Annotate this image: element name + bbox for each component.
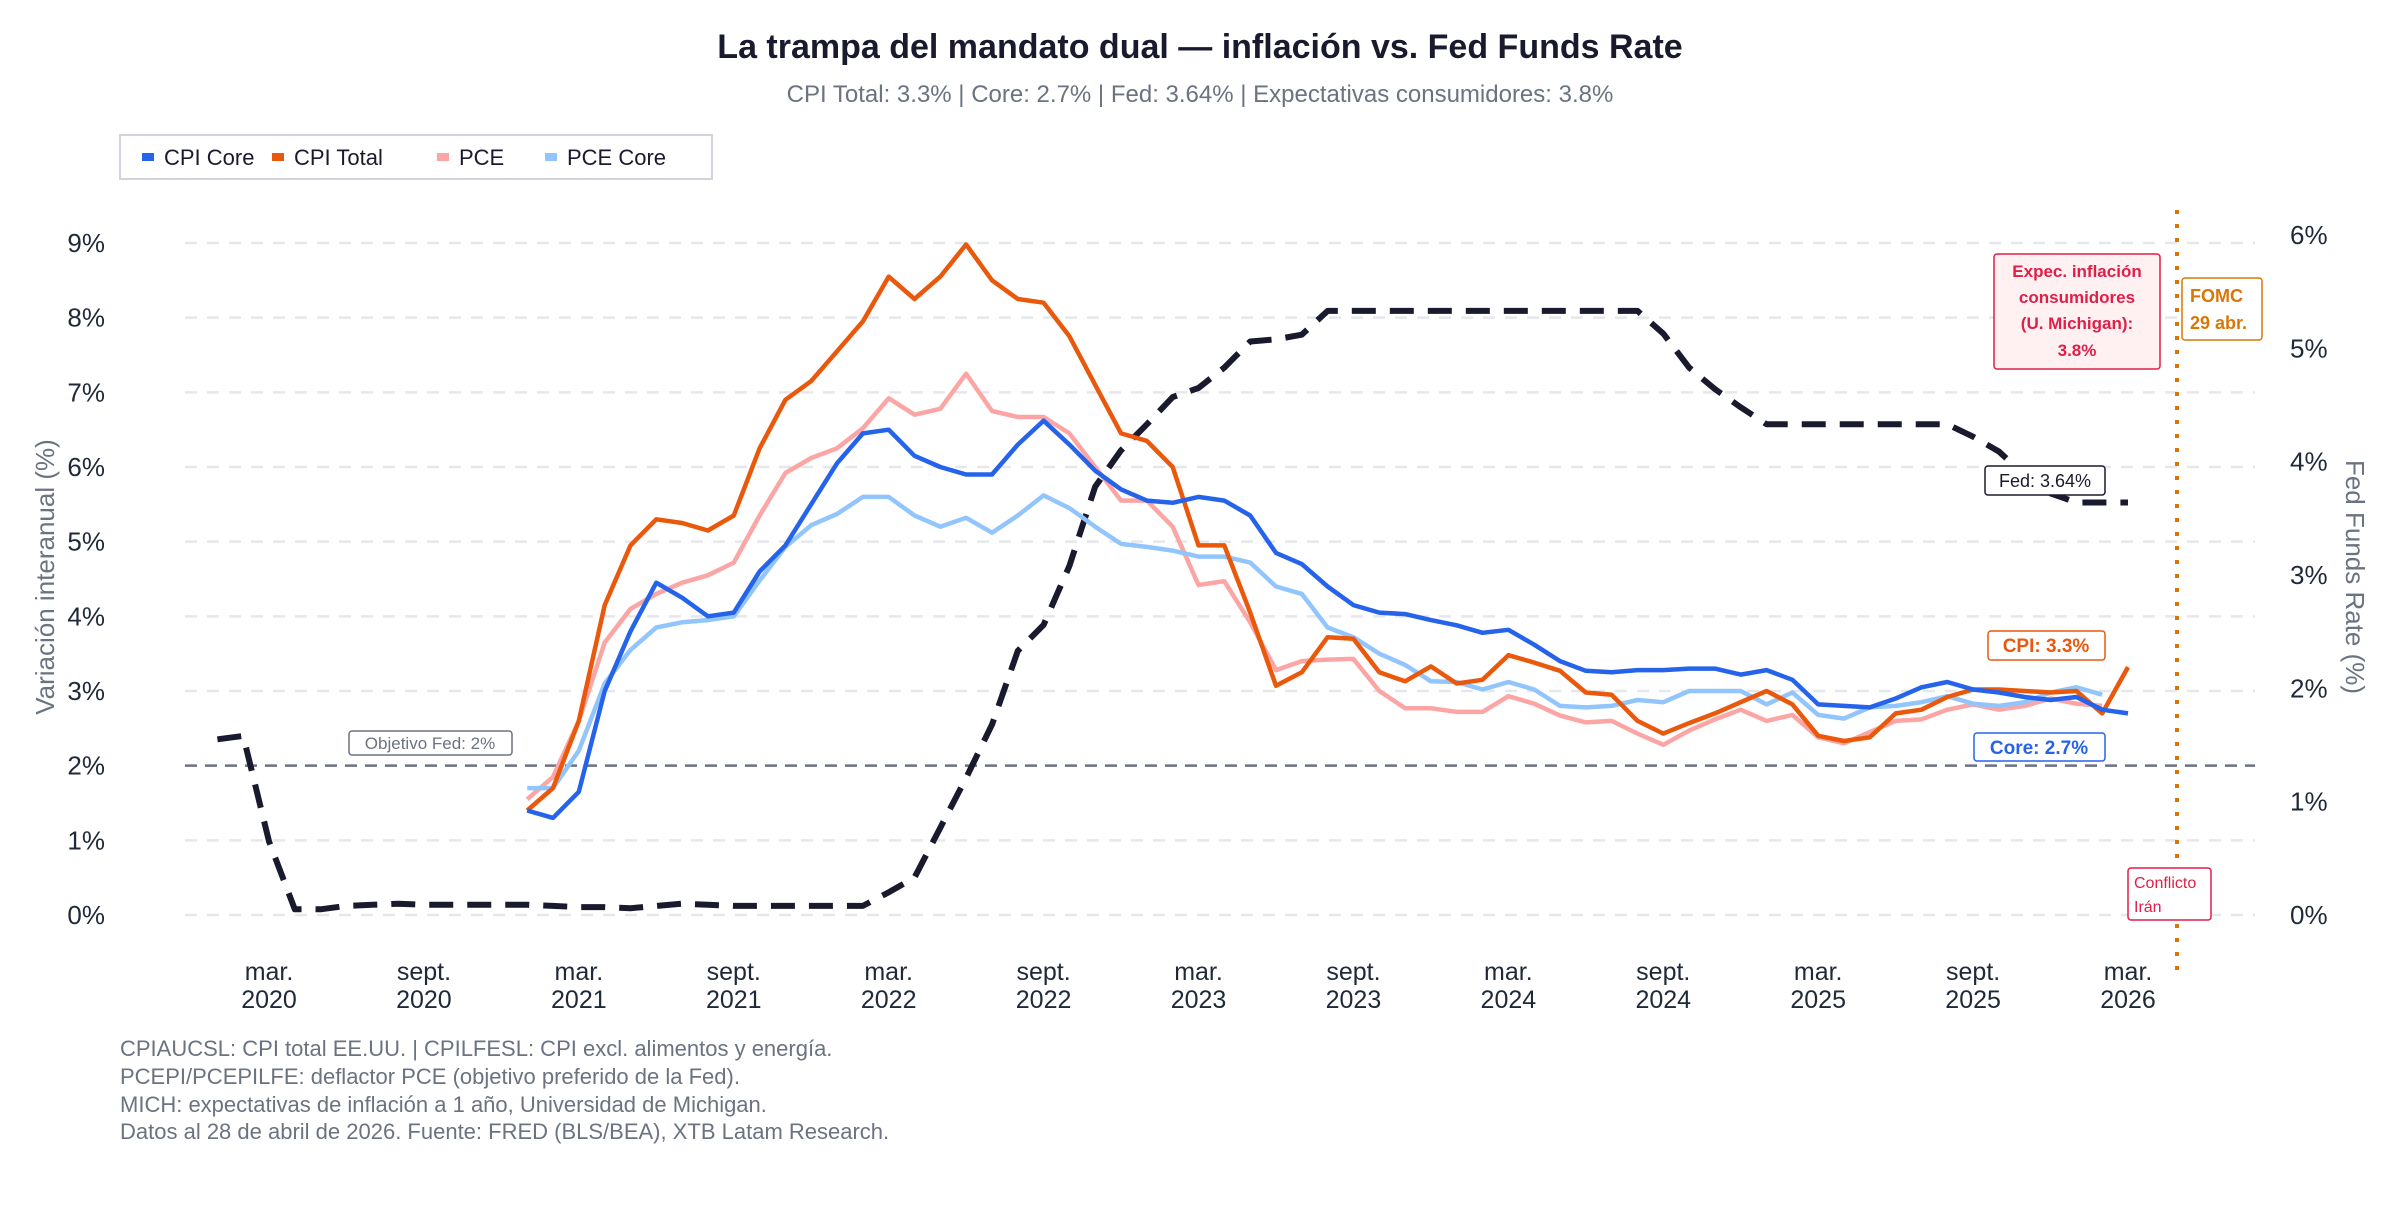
x-tick-label-year: 2025	[1945, 986, 2001, 1014]
x-tick-label-month: sept.	[397, 958, 451, 986]
legend-swatch	[142, 153, 154, 161]
expectations-annotation: Expec. inflación consumidores (U. Michig…	[1993, 253, 2161, 370]
y-tick-label-left: 9%	[67, 228, 105, 258]
x-tick-label-month: mar.	[1484, 958, 1533, 986]
expectations-line-2: consumidores	[2019, 288, 2135, 307]
fed-annotation: Fed: 3.64%	[1984, 465, 2106, 496]
x-tick-label-month: mar.	[555, 958, 604, 986]
footer-line-1: CPIAUCSL: CPI total EE.UU. | CPILFESL: C…	[120, 1036, 832, 1061]
x-tick-label-year: 2021	[551, 986, 607, 1014]
x-tick-label-year: 2023	[1171, 986, 1227, 1014]
chart-subtitle: CPI Total: 3.3% | Core: 2.7% | Fed: 3.64…	[787, 81, 1614, 108]
expectations-line-4: 3.8%	[2058, 341, 2097, 360]
cpi-annotation: CPI: 3.3%	[1987, 630, 2106, 661]
x-tick-label-month: sept.	[1326, 958, 1380, 986]
x-tick-label-year: 2025	[1790, 986, 1846, 1014]
y-tick-label-left: 0%	[67, 900, 105, 930]
fed-target-label-text: Objetivo Fed: 2%	[365, 734, 495, 753]
core-annotation-text: Core: 2.7%	[1990, 738, 2088, 759]
y-tick-label-right: 4%	[2290, 447, 2328, 477]
series-line-cpi-total	[525, 242, 2130, 813]
y-tick-label-right: 2%	[2290, 673, 2328, 703]
cpi-annotation-text: CPI: 3.3%	[2003, 636, 2090, 657]
grid	[185, 241, 2255, 917]
legend: CPI Core CPI Total PCE PCE Core	[119, 134, 713, 180]
legend-label: PCE Core	[567, 145, 666, 170]
chart-title: La trampa del mandato dual — inflación v…	[717, 28, 1682, 66]
fomc-annotation: FOMC 29 abr.	[2181, 277, 2263, 341]
y-tick-label-right: 1%	[2290, 787, 2328, 817]
x-tick-label-year: 2024	[1481, 986, 1537, 1014]
footer-notes: CPIAUCSL: CPI total EE.UU. | CPILFESL: C…	[120, 1036, 889, 1144]
series-layer	[217, 242, 2130, 913]
fed-target-label: Objetivo Fed: 2%	[348, 730, 513, 756]
expectations-line-1: Expec. inflación	[2012, 262, 2141, 281]
legend-label: PCE	[459, 145, 504, 170]
legend-box	[119, 134, 713, 180]
y-tick-label-right: 6%	[2290, 220, 2328, 250]
y-axis-right: 0% 1% 2% 3% 4% 5% 6%	[2290, 220, 2328, 930]
y-tick-label-right: 5%	[2290, 333, 2328, 363]
y-axis-right-title: Fed Funds Rate (%)	[2340, 460, 2370, 694]
fed-annotation-text: Fed: 3.64%	[1999, 471, 2091, 491]
y-tick-label-left: 2%	[67, 751, 105, 781]
x-tick-label-month: sept.	[1946, 958, 2000, 986]
y-tick-label-left: 6%	[67, 452, 105, 482]
y-tick-label-right: 0%	[2290, 900, 2328, 930]
x-tick-label-year: 2020	[396, 986, 452, 1014]
x-tick-label-month: mar.	[2104, 958, 2153, 986]
series-line-fed-funds-rate	[217, 307, 2128, 913]
x-tick-label-year: 2022	[861, 986, 917, 1014]
fomc-line-1: FOMC	[2190, 286, 2243, 306]
x-tick-label-month: sept.	[707, 958, 761, 986]
x-tick-label-month: mar.	[1794, 958, 1843, 986]
x-tick-label-month: sept.	[1016, 958, 1070, 986]
conflict-annotation: Conflicto Irán	[2127, 867, 2212, 921]
conflict-line-1: Conflicto	[2134, 875, 2196, 892]
footer-line-4: Datos al 28 de abril de 2026. Fuente: FR…	[120, 1119, 889, 1144]
x-tick-label-year: 2024	[1635, 986, 1691, 1014]
y-tick-label-left: 3%	[67, 676, 105, 706]
conflict-line-2: Irán	[2134, 899, 2162, 916]
x-tick-label-year: 2020	[241, 986, 297, 1014]
legend-swatch	[437, 153, 449, 161]
y-tick-label-left: 7%	[67, 377, 105, 407]
series-line-pce-core	[527, 493, 2103, 791]
y-tick-label-left: 8%	[67, 303, 105, 333]
x-axis: mar.2020sept.2020mar.2021sept.2021mar.20…	[241, 958, 2156, 1014]
x-tick-label-month: sept.	[1636, 958, 1690, 986]
y-tick-label-left: 4%	[67, 601, 105, 631]
x-tick-label-year: 2021	[706, 986, 762, 1014]
x-tick-label-year: 2026	[2100, 986, 2156, 1014]
x-tick-label-year: 2023	[1326, 986, 1382, 1014]
y-tick-label-left: 1%	[67, 825, 105, 855]
y-axis-left: 0% 1% 2% 3% 4% 5% 6% 7% 8% 9%	[67, 228, 105, 930]
core-annotation: Core: 2.7%	[1973, 732, 2106, 762]
legend-label: CPI Core	[164, 145, 254, 170]
footer-line-2: PCEPI/PCEPILFE: deflactor PCE (objetivo …	[120, 1064, 740, 1089]
x-tick-label-month: mar.	[1174, 958, 1223, 986]
y-tick-label-left: 5%	[67, 527, 105, 557]
legend-swatch	[272, 153, 284, 161]
x-tick-label-month: mar.	[864, 958, 913, 986]
x-tick-label-month: mar.	[245, 958, 294, 986]
legend-label: CPI Total	[294, 145, 383, 170]
expectations-line-3: (U. Michigan):	[2021, 314, 2133, 333]
x-tick-label-year: 2022	[1016, 986, 1072, 1014]
y-tick-label-right: 3%	[2290, 560, 2328, 590]
footer-line-3: MICH: expectativas de inflación a 1 año,…	[120, 1092, 767, 1117]
legend-swatch	[545, 153, 557, 161]
y-axis-left-title: Variación interanual (%)	[30, 439, 60, 715]
series-line-cpi-core	[526, 418, 2129, 821]
fomc-line-2: 29 abr.	[2190, 313, 2247, 333]
